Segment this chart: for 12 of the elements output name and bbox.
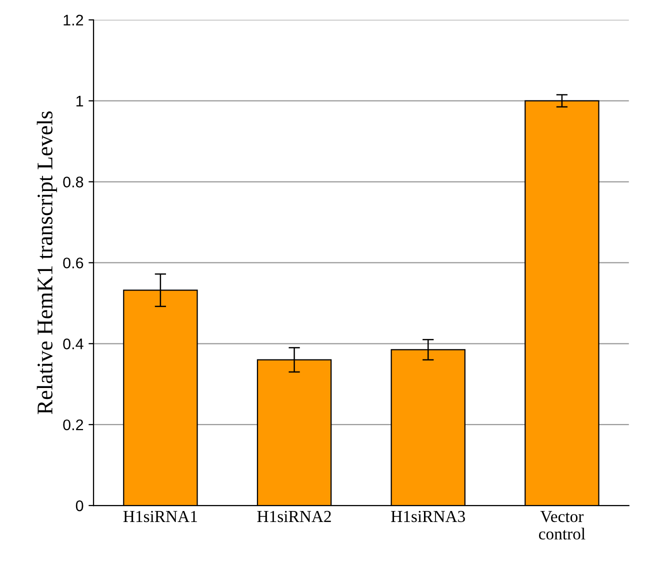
y-tick-label: 0.4 [63,338,84,350]
y-tick-label: 1.2 [64,14,84,26]
x-tick-label: H1siRNA2 [257,510,331,522]
x-tick-label: H1siRNA1 [123,510,197,522]
x-tick-label: Vector control [538,511,586,540]
y-tick-label: 0.6 [63,258,84,268]
y-tick-label: 1 [76,96,84,106]
y-tick-label: 0.2 [63,419,84,430]
y-tick-label: 0 [76,500,84,512]
x-tick-label: H1siRNA3 [391,510,465,522]
y-axis-title: Relative HemK1 transcript Levels [36,111,58,414]
y-tick-label: 0.8 [63,176,84,188]
